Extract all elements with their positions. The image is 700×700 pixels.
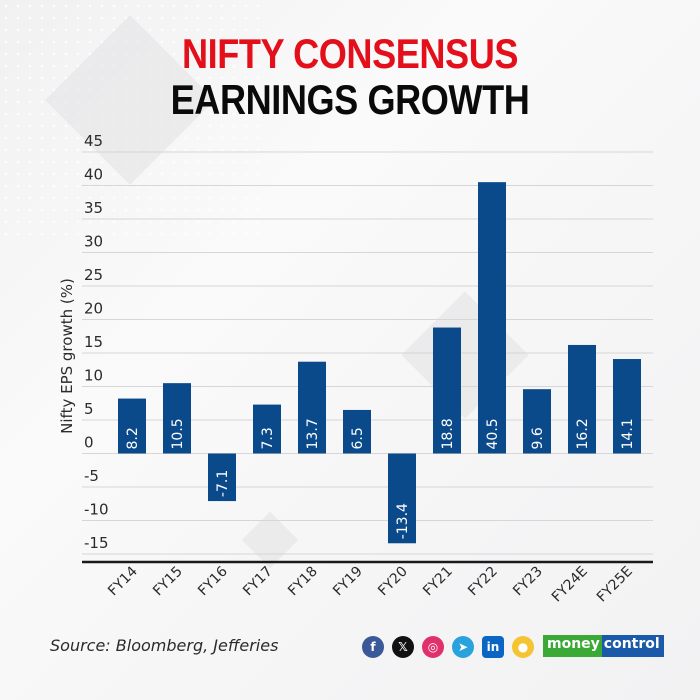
x-axis-ticks: FY14 FY15 FY16 FY17 FY18 FY19 FY20 FY21 FY22 FY23… (105, 563, 636, 605)
y-tick-label: -15 (84, 534, 109, 552)
koo-icon[interactable]: ● (512, 636, 534, 658)
instagram-icon[interactable]: ◎ (422, 636, 444, 658)
y-tick-label: -10 (84, 501, 109, 519)
chart-title-line1: NIFTY CONSENSUS (181, 30, 519, 77)
bar-fy18 (298, 361, 326, 454)
x-tick-label: FY21 (420, 564, 456, 600)
gridlines (82, 151, 653, 555)
bar-value-label: 6.5 (350, 427, 366, 449)
y-tick-label: 40 (84, 166, 103, 184)
x-tick-label: FY19 (330, 564, 366, 600)
bars: 8.2 10.5 -7.1 7.3 13.7 6.5 -13.4 18.8 40.5 9.6 16.… (118, 182, 641, 544)
bar-fy17 (253, 404, 281, 454)
y-tick-label: 15 (84, 333, 103, 351)
bar-value-label: 14.1 (620, 418, 636, 449)
y-tick-label: 10 (84, 367, 103, 385)
y-tick-label: 20 (84, 300, 103, 318)
bar-value-label: 13.7 (305, 418, 321, 449)
y-tick-label: 35 (84, 199, 103, 217)
facebook-icon[interactable]: f (362, 636, 384, 658)
x-tick-label: FY16 (195, 563, 231, 599)
bar-fy23 (523, 389, 551, 454)
bar-fy15 (163, 383, 191, 454)
x-tick-label: FY18 (285, 564, 321, 600)
y-tick-label: 5 (84, 400, 94, 418)
y-axis-title: Nifty EPS growth (%) (58, 278, 76, 434)
y-axis-ticks: 45 40 35 30 25 20 15 10 5 0 -5 -10 -15 (84, 132, 109, 552)
y-tick-label: 45 (84, 132, 103, 150)
bar-value-label: 10.5 (170, 418, 186, 449)
y-tick-label: 25 (84, 266, 103, 284)
bar-fy19 (343, 409, 371, 454)
bar-value-label: 18.8 (440, 418, 456, 449)
bar-fy24e (568, 344, 596, 454)
x-tick-label: FY15 (150, 564, 186, 600)
bar-value-label: 8.2 (125, 427, 141, 449)
bar-value-label: 40.5 (485, 418, 501, 449)
x-tick-label: FY23 (510, 564, 546, 600)
x-tick-label: FY20 (375, 564, 411, 600)
bar-fy22 (478, 182, 506, 454)
bar-fy16 (208, 453, 236, 502)
bar-fy25e (613, 359, 641, 454)
x-tick-label: FY24E (549, 564, 591, 606)
x-icon[interactable]: 𝕏 (392, 636, 414, 658)
linkedin-icon[interactable]: in (482, 636, 504, 658)
chart-title-line2: EARNINGS GROWTH (170, 76, 530, 123)
bar-fy14 (118, 398, 146, 454)
x-tick-label: FY17 (240, 564, 276, 600)
moneycontrol-logo[interactable]: money control (543, 635, 664, 657)
bar-fy21 (433, 327, 461, 454)
bar-value-label: -7.1 (215, 470, 231, 497)
y-tick-label: 30 (84, 233, 103, 251)
source-note: Source: Bloomberg, Jefferies (50, 636, 279, 655)
brand-part2: control (601, 635, 664, 657)
y-tick-label: 0 (84, 434, 94, 452)
brand-part1: money (543, 635, 602, 657)
x-tick-label: FY25E (594, 564, 636, 606)
y-tick-label: -5 (84, 467, 99, 485)
bar-value-label: 16.2 (575, 418, 591, 449)
bar-value-label: -13.4 (395, 503, 411, 539)
bar-value-label: 9.6 (530, 427, 546, 449)
telegram-icon[interactable]: ➤ (452, 636, 474, 658)
x-tick-label: FY22 (465, 564, 501, 600)
x-tick-label: FY14 (105, 563, 141, 599)
bar-value-label: 7.3 (260, 427, 276, 449)
bar-fy20 (388, 453, 416, 544)
